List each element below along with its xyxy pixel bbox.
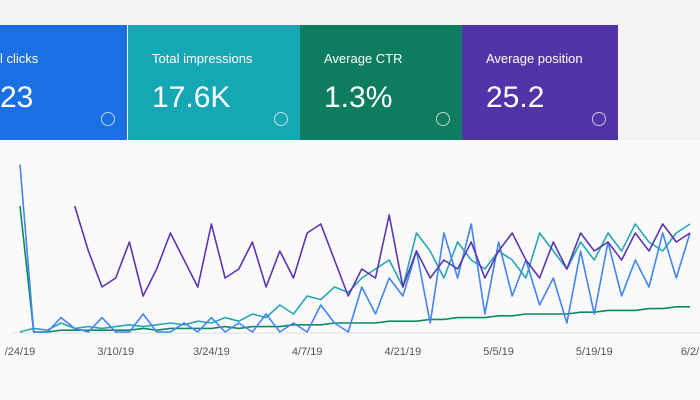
line-series — [73, 205, 691, 297]
metric-card[interactable]: Total impressions 17.6K — [128, 25, 300, 140]
card-value: 25.2 — [486, 81, 545, 114]
metric-card[interactable]: l clicks 23 — [0, 25, 127, 140]
line-series — [19, 164, 691, 333]
x-tick-label: 4/21/19 — [385, 346, 422, 358]
help-icon[interactable] — [436, 112, 450, 126]
x-tick-label: 4/7/19 — [292, 346, 323, 358]
card-label: l clicks — [0, 51, 39, 66]
x-tick-label: 3/24/19 — [193, 346, 230, 358]
metric-card[interactable]: Average position 25.2 — [462, 25, 618, 140]
chart: /24/19 3/10/19 3/24/19 4/7/19 4/21/19 5/5/19 5… — [0, 140, 700, 400]
x-tick-label: /24/19 — [5, 346, 36, 358]
card-label: Total impressions — [152, 51, 253, 66]
card-value: 23 — [0, 81, 34, 114]
help-icon[interactable] — [274, 112, 288, 126]
x-tick-label: 5/5/19 — [483, 346, 514, 358]
x-tick-label: 6/2/ — [681, 346, 700, 358]
line-series — [19, 223, 691, 333]
x-tick-label: 5/19/19 — [576, 346, 613, 358]
help-icon[interactable] — [101, 112, 115, 126]
card-value: 17.6K — [152, 81, 231, 114]
card-value: 1.3% — [324, 81, 393, 114]
card-label: Average position — [486, 51, 583, 66]
x-tick-label: 3/10/19 — [97, 346, 134, 358]
plot-background — [0, 140, 700, 400]
help-icon[interactable] — [592, 112, 606, 126]
card-label: Average CTR — [324, 51, 403, 66]
metric-cards: l clicks 23 Total impressions 17.6K Average … — [0, 25, 700, 140]
metric-card[interactable]: Average CTR 1.3% — [300, 25, 462, 140]
